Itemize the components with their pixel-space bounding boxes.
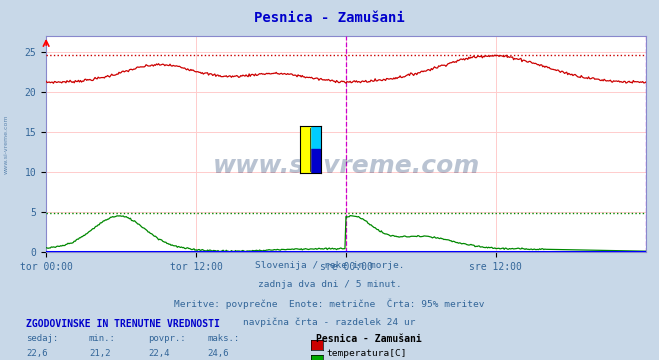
Text: 24,6: 24,6 — [208, 349, 229, 358]
Text: zadnja dva dni / 5 minut.: zadnja dva dni / 5 minut. — [258, 280, 401, 289]
Text: povpr.:: povpr.: — [148, 334, 186, 343]
Text: maks.:: maks.: — [208, 334, 240, 343]
Bar — [301, 126, 310, 173]
Text: 21,2: 21,2 — [89, 349, 111, 358]
Text: 22,6: 22,6 — [26, 349, 48, 358]
Text: Pesnica - Zamušani: Pesnica - Zamušani — [254, 11, 405, 25]
Text: www.si-vreme.com: www.si-vreme.com — [212, 154, 480, 177]
Text: navpična črta - razdelek 24 ur: navpična črta - razdelek 24 ur — [243, 317, 416, 327]
Bar — [310, 149, 320, 173]
Text: temperatura[C]: temperatura[C] — [327, 349, 407, 358]
Text: min.:: min.: — [89, 334, 116, 343]
Text: Meritve: povprečne  Enote: metrične  Črta: 95% meritev: Meritve: povprečne Enote: metrične Črta:… — [174, 298, 485, 309]
Text: 22,4: 22,4 — [148, 349, 170, 358]
Text: www.si-vreme.com: www.si-vreme.com — [3, 114, 9, 174]
Text: Pesnica - Zamušani: Pesnica - Zamušani — [316, 334, 422, 344]
Text: sedaj:: sedaj: — [26, 334, 59, 343]
Text: ZGODOVINSKE IN TRENUTNE VREDNOSTI: ZGODOVINSKE IN TRENUTNE VREDNOSTI — [26, 319, 220, 329]
Bar — [310, 126, 320, 173]
Text: Slovenija / reke in morje.: Slovenija / reke in morje. — [255, 261, 404, 270]
